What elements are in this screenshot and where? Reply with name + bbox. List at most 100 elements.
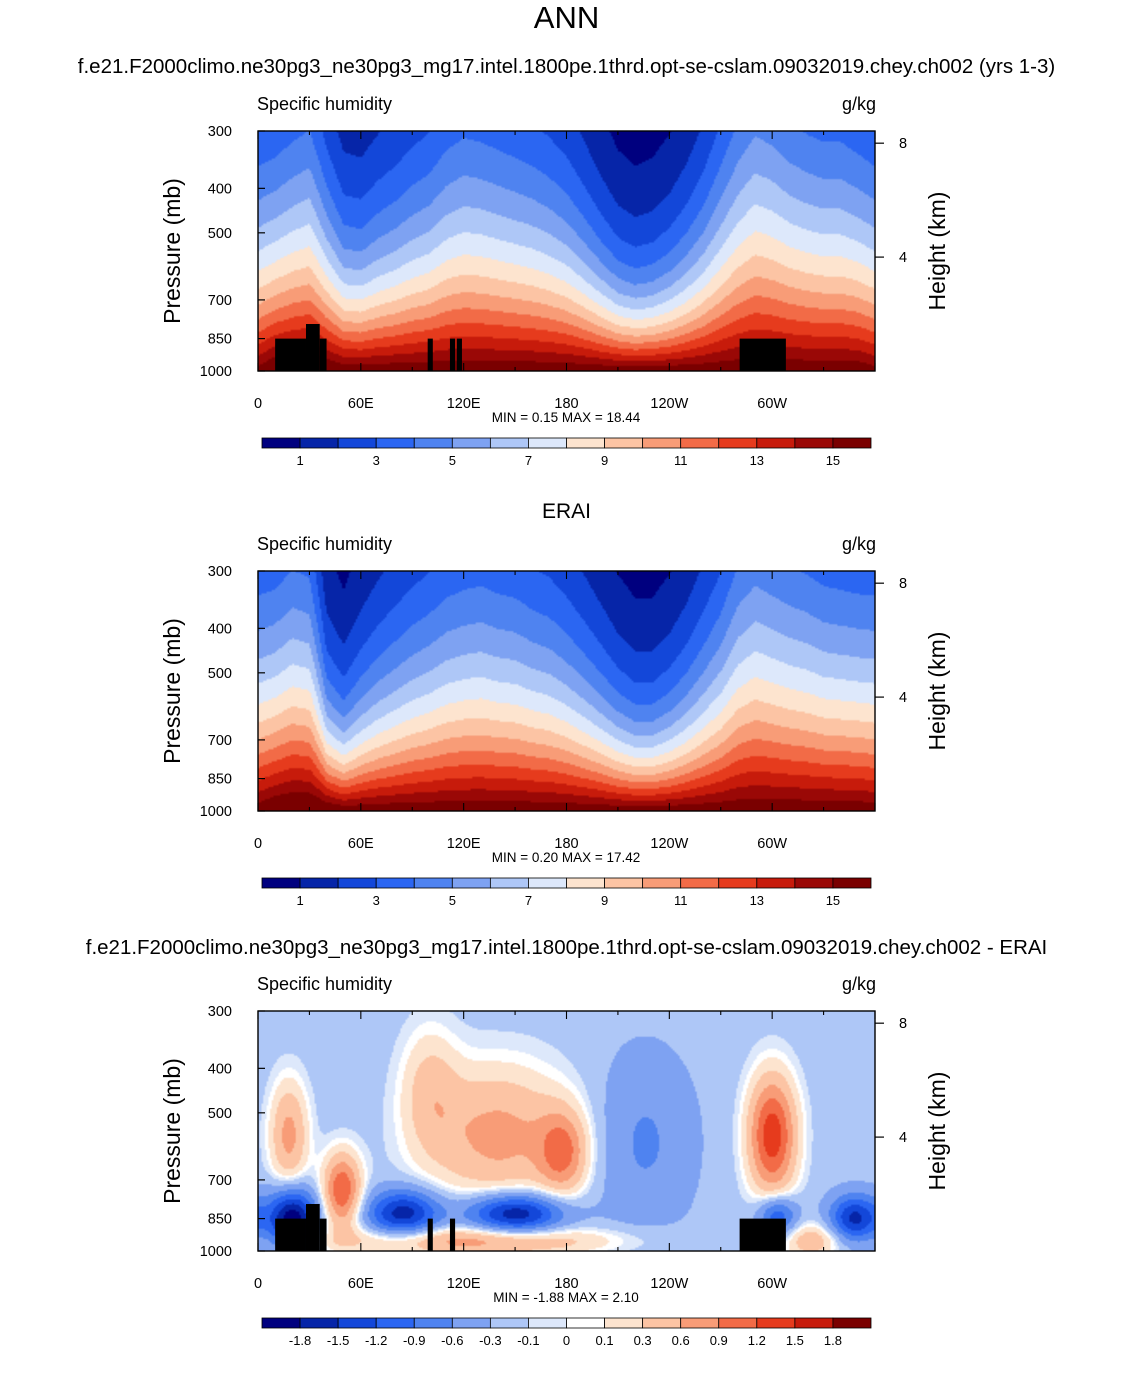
topography-mask <box>319 338 327 371</box>
colorbar-label: 5 <box>449 453 456 468</box>
colorbar-swatch <box>642 437 682 449</box>
topography-mask <box>739 338 786 371</box>
x-tick-label: 0 <box>254 396 262 412</box>
colorbar-label: 0.1 <box>596 1333 614 1348</box>
colorbar-label: -1.8 <box>289 1333 311 1348</box>
colorbar-swatch <box>832 877 872 889</box>
colorbar-swatch <box>718 1317 758 1329</box>
figure: ANN f.e21.F2000climo.ne30pg3_ne30pg3_mg1… <box>78 0 1055 1348</box>
colorbar-swatch <box>451 437 491 449</box>
contour-field <box>258 571 875 811</box>
colorbar-swatch <box>604 877 644 889</box>
difference-title: f.e21.F2000climo.ne30pg3_ne30pg3_mg17.in… <box>85 936 1048 959</box>
colorbar-swatch <box>528 1317 567 1329</box>
colorbar-swatch <box>261 1317 301 1329</box>
colorbar-label: 7 <box>525 893 532 908</box>
colorbar-label: -0.6 <box>441 1333 463 1348</box>
stats-label: MIN = 0.20 MAX = 17.42 <box>492 850 641 865</box>
contour-field <box>258 131 875 371</box>
reference-panel: Specific humidity g/kg Pressure (mb) Hei… <box>159 534 950 908</box>
difference-panel: Specific humidity g/kg Pressure (mb) Hei… <box>159 974 950 1348</box>
stats-label: MIN = 0.15 MAX = 18.44 <box>492 410 641 425</box>
x-tick-label: 0 <box>254 1276 262 1292</box>
y-tick-label: 850 <box>208 772 232 788</box>
colorbar-swatch <box>794 1317 834 1329</box>
colorbar-label: 0.3 <box>634 1333 652 1348</box>
y-tick-label: 500 <box>208 666 232 682</box>
topography-mask <box>427 338 433 371</box>
colorbar-swatch <box>832 437 872 449</box>
topography-mask <box>456 338 462 371</box>
y-tick-label: 300 <box>208 1004 232 1020</box>
x-tick-label: 180 <box>554 836 578 852</box>
colorbar-swatch <box>337 877 377 889</box>
y-right-tick-label: 4 <box>899 250 907 266</box>
x-tick-label: 120W <box>650 1276 688 1292</box>
colorbar-label: -1.2 <box>365 1333 387 1348</box>
colorbar-swatch <box>337 1317 377 1329</box>
topography-mask <box>305 324 320 371</box>
y-tick-label: 400 <box>208 1061 232 1077</box>
colorbar-swatch <box>642 877 682 889</box>
colorbar-swatch <box>642 1317 682 1329</box>
colorbar-swatch <box>489 877 529 889</box>
colorbar-swatch <box>413 437 453 449</box>
y-right-axis-label: Height (km) <box>924 192 950 311</box>
colorbar-swatch <box>604 1317 644 1329</box>
y-right-tick-label: 8 <box>899 576 907 592</box>
colorbar-label: 3 <box>373 893 380 908</box>
x-tick-label: 120E <box>447 836 481 852</box>
y-tick-label: 300 <box>208 564 232 580</box>
colorbar-label: 5 <box>449 893 456 908</box>
figure-title: ANN <box>533 0 600 35</box>
colorbar-swatch <box>680 1317 720 1329</box>
y-right-tick-label: 8 <box>899 1016 907 1032</box>
stats-label: MIN = -1.88 MAX = 2.10 <box>493 1290 639 1305</box>
colorbar-swatch <box>375 1317 415 1329</box>
colorbar-label: 3 <box>373 453 380 468</box>
model-panel: Specific humidity g/kg Pressure (mb) Hei… <box>159 94 950 468</box>
colorbar-swatch <box>299 437 339 449</box>
colorbar-label: 9 <box>601 893 608 908</box>
colorbar-label: 1.5 <box>786 1333 804 1348</box>
y-axis-label: Pressure (mb) <box>159 178 185 324</box>
x-tick-label: 60E <box>348 1276 374 1292</box>
colorbar-swatch <box>718 877 758 889</box>
colorbar-swatch <box>756 877 796 889</box>
topography-mask <box>739 1218 786 1251</box>
y-tick-label: 850 <box>208 332 232 348</box>
topography-mask <box>275 1218 306 1251</box>
colorbar-swatch <box>566 1317 605 1329</box>
units-label: g/kg <box>842 94 876 114</box>
colorbar-label: -1.5 <box>327 1333 349 1348</box>
y-right-tick-label: 8 <box>899 136 907 152</box>
colorbar-label: 11 <box>674 893 688 908</box>
colorbar-swatch <box>451 1317 491 1329</box>
y-tick-label: 700 <box>208 733 232 749</box>
colorbar-swatch <box>375 877 415 889</box>
colorbar-swatch <box>528 437 567 449</box>
x-tick-label: 120W <box>650 836 688 852</box>
colorbar-label: 15 <box>826 893 840 908</box>
colorbar-swatch <box>680 877 720 889</box>
colorbar-swatch <box>756 437 796 449</box>
topography-mask <box>449 338 456 371</box>
y-tick-label: 1000 <box>200 804 232 820</box>
y-right-axis-label: Height (km) <box>924 632 950 751</box>
colorbar-swatch <box>756 1317 796 1329</box>
colorbar-swatch <box>413 1317 453 1329</box>
topography-mask <box>275 338 306 371</box>
colorbar-swatch <box>718 437 758 449</box>
colorbar-label: 13 <box>750 453 764 468</box>
colorbar-label: 1 <box>296 893 303 908</box>
field-label: Specific humidity <box>257 94 392 114</box>
colorbar-label: 1 <box>296 453 303 468</box>
reference-title: ERAI <box>541 500 591 523</box>
colorbar-swatch <box>832 1317 872 1329</box>
colorbar-label: 7 <box>525 453 532 468</box>
colorbar-label: 0.9 <box>710 1333 728 1348</box>
x-tick-label: 120W <box>650 396 688 412</box>
y-right-axis-label: Height (km) <box>924 1072 950 1191</box>
y-tick-label: 1000 <box>200 1244 232 1260</box>
x-tick-label: 180 <box>554 1276 578 1292</box>
